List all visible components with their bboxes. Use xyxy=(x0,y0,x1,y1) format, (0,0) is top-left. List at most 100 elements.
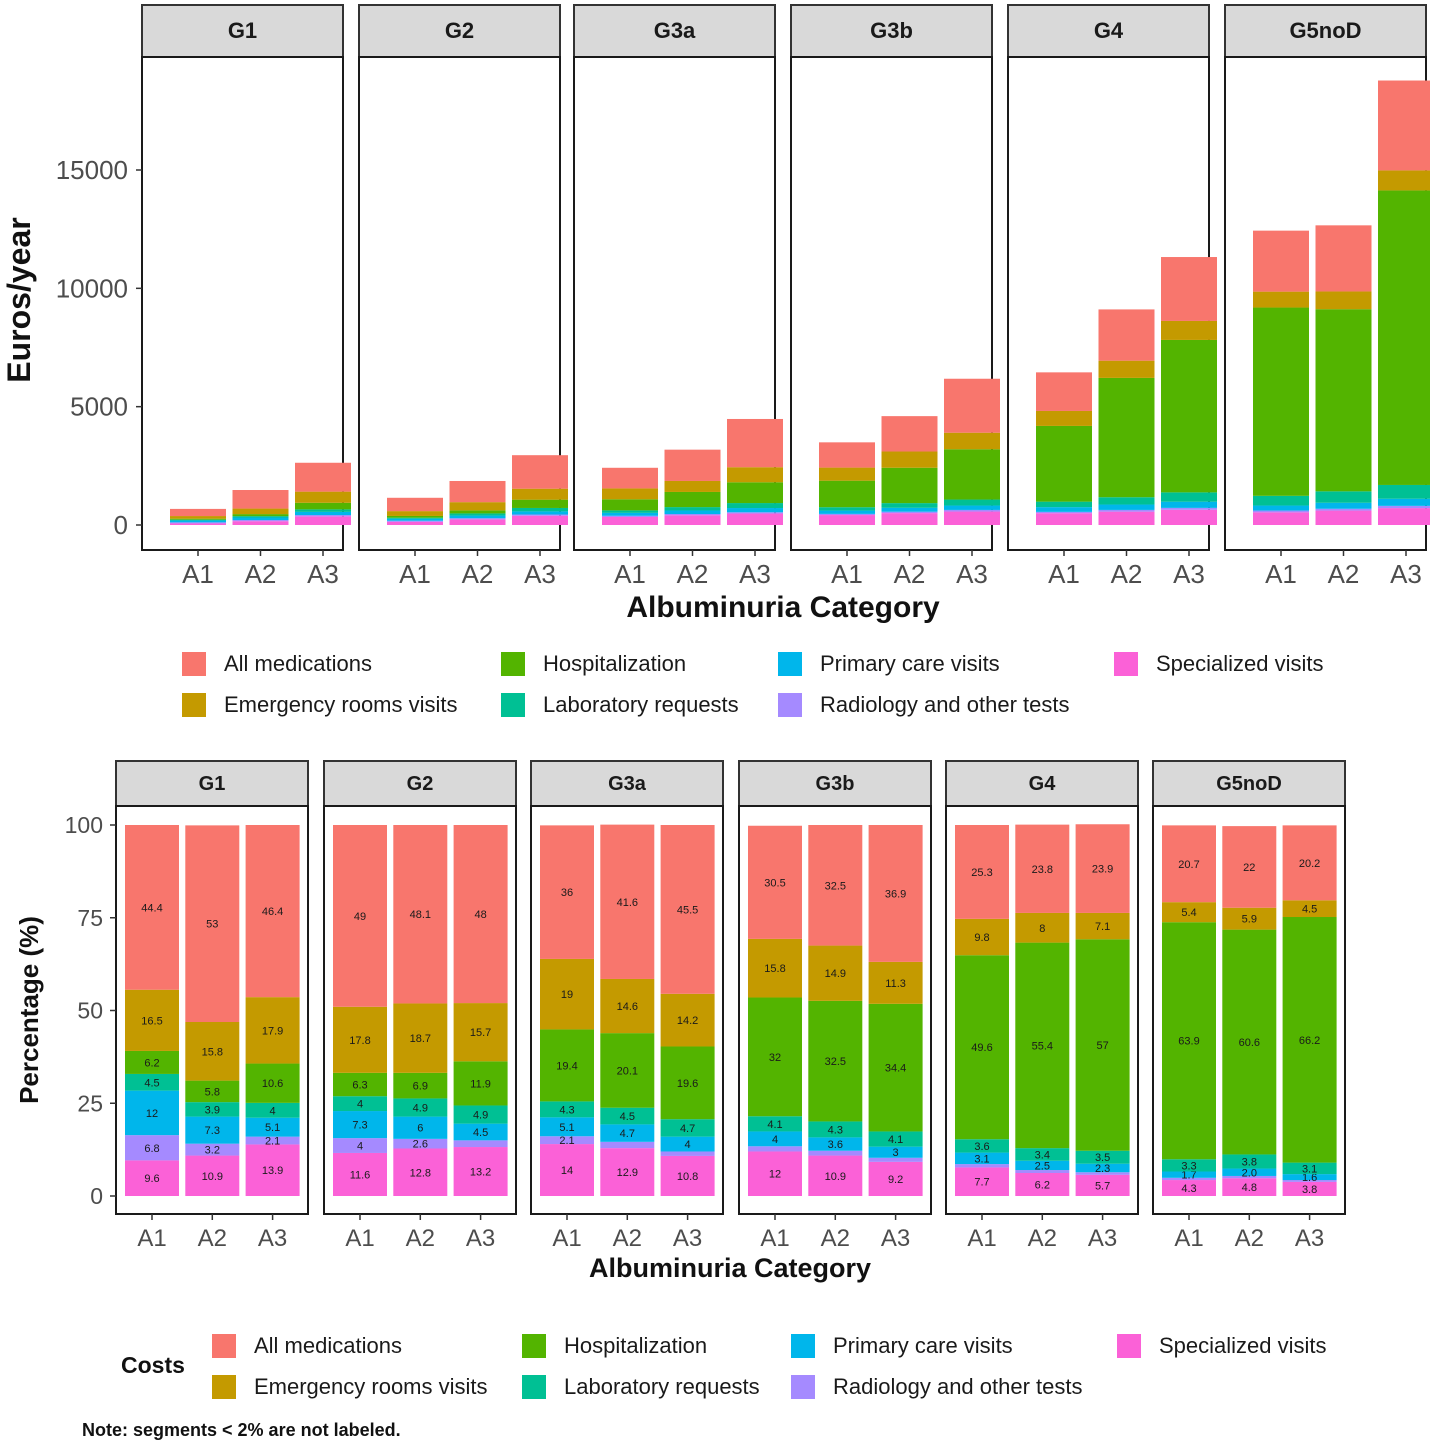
bar-top-g4-a1-laboratory-requests xyxy=(1036,501,1092,508)
bar-pct-label: 49 xyxy=(354,911,366,923)
bar-pct-g4-a2-emergency-rooms-visits xyxy=(1015,912,1070,943)
legend-top-key-specialized-visits xyxy=(1114,652,1138,676)
bar-pct-g4-a3-specialized-visits xyxy=(1075,1174,1130,1196)
bar-pct-g2-a1-all-medications xyxy=(333,825,387,1007)
bar-pct-g2-a3-primary-care-visits xyxy=(453,1123,508,1141)
bar-pct-label: 45.5 xyxy=(677,904,698,916)
bar-pct-g2-a3-specialized-visits xyxy=(453,1147,508,1196)
bar-pct-g5nod-a2-emergency-rooms-visits xyxy=(1222,907,1277,930)
facet-strip-bottom xyxy=(945,760,1139,807)
bar-pct-g3a-a3-all-medications xyxy=(660,825,715,994)
bar-top-g3b-a2-emergency-rooms-visits xyxy=(881,451,938,468)
bar-pct-g4-a2-radiology-and-other-tests xyxy=(1015,1170,1070,1173)
bar-pct-label: 3.1 xyxy=(1302,1163,1317,1175)
bar-pct-g1-a3-hospitalization xyxy=(245,1063,300,1103)
bar-top-g5nod-a1-laboratory-requests xyxy=(1253,495,1309,506)
legend-bottom-label: Emergency rooms visits xyxy=(254,1374,488,1399)
bar-pct-label: 3.6 xyxy=(828,1139,843,1151)
bar-top-g4-a1-emergency-rooms-visits xyxy=(1036,410,1092,426)
bar-pct-label: 14.6 xyxy=(617,1001,638,1013)
bar-top-g3b-a3-specialized-visits xyxy=(944,511,1000,525)
bar-pct-g3a-a3-specialized-visits xyxy=(660,1155,715,1196)
bar-top-g1-a3-all-medications xyxy=(295,462,351,492)
x-tick-label-top: A1 xyxy=(614,559,646,589)
bar-top-g4-a3-laboratory-requests xyxy=(1161,492,1217,502)
bar-top-g5nod-a3-radiology-and-other-tests xyxy=(1378,505,1430,509)
bar-pct-g1-a1-all-medications xyxy=(125,825,179,990)
x-tick-label-top: A3 xyxy=(1390,559,1422,589)
bar-top-g3b-a1-emergency-rooms-visits xyxy=(819,467,875,481)
bar-pct-label: 5.9 xyxy=(1242,914,1257,926)
bar-top-g2-a1-laboratory-requests xyxy=(387,517,443,519)
bar-pct-g2-a1-emergency-rooms-visits xyxy=(333,1006,387,1073)
bar-top-g3a-a2-emergency-rooms-visits xyxy=(664,480,721,492)
bar-pct-g3b-a2-specialized-visits xyxy=(808,1155,863,1196)
bar-pct-g3b-a1-specialized-visits xyxy=(748,1151,802,1196)
bar-pct-label: 12.9 xyxy=(617,1167,638,1179)
bar-pct-label: 10.6 xyxy=(262,1078,283,1090)
x-tick-label-top: A1 xyxy=(399,559,431,589)
bar-pct-g1-a2-all-medications xyxy=(185,825,240,1023)
bar-pct-g2-a3-all-medications xyxy=(453,825,508,1004)
bar-pct-g2-a1-radiology-and-other-tests xyxy=(333,1138,387,1153)
bar-top-g3a-a3-laboratory-requests xyxy=(727,503,783,509)
x-tick-label-top: A1 xyxy=(182,559,214,589)
bar-pct-label: 4 xyxy=(772,1134,778,1146)
bar-top-g5nod-a2-all-medications xyxy=(1315,225,1372,292)
bar-pct-g4-a1-primary-care-visits xyxy=(955,1152,1009,1165)
bar-pct-g1-a3-radiology-and-other-tests xyxy=(245,1136,300,1145)
bar-pct-label: 2.6 xyxy=(413,1139,428,1151)
bar-pct-g3a-a2-specialized-visits xyxy=(600,1148,655,1196)
bar-pct-label: 19 xyxy=(561,989,573,1001)
bar-top-g5nod-a2-laboratory-requests xyxy=(1315,491,1372,503)
legend-bottom-key-all-medications xyxy=(212,1334,236,1358)
bar-top-g2-a1-radiology-and-other-tests xyxy=(387,520,443,522)
bar-top-g2-a2-radiology-and-other-tests xyxy=(449,518,506,520)
bar-top-g3a-a2-laboratory-requests xyxy=(664,507,721,511)
x-tick-label-bottom: A2 xyxy=(613,1225,642,1252)
bar-top-g3b-a2-laboratory-requests xyxy=(881,503,938,508)
bar-pct-label: 5.1 xyxy=(265,1122,280,1134)
facet-label-bottom: G4 xyxy=(1029,773,1057,795)
bar-top-g3a-a3-radiology-and-other-tests xyxy=(727,512,783,514)
bar-top-g2-a3-emergency-rooms-visits xyxy=(512,488,568,500)
y-tick-label-bottom: 50 xyxy=(77,998,103,1024)
bar-pct-label: 17.9 xyxy=(262,1025,283,1037)
bar-top-g1-a2-primary-care-visits xyxy=(232,517,289,521)
bar-top-g1-a2-hospitalization xyxy=(232,514,289,517)
bar-pct-label: 41.6 xyxy=(617,897,638,909)
bar-pct-label: 4 xyxy=(357,1141,363,1153)
bar-pct-g1-a3-emergency-rooms-visits xyxy=(245,997,300,1064)
bar-pct-label: 2.1 xyxy=(559,1135,574,1147)
bar-top-g3b-a1-hospitalization xyxy=(819,480,875,508)
bar-pct-label: 14.9 xyxy=(825,968,846,980)
bar-top-g1-a3-laboratory-requests xyxy=(295,509,351,512)
bar-top-g5nod-a1-primary-care-visits xyxy=(1253,505,1309,511)
bar-top-g3a-a1-radiology-and-other-tests xyxy=(602,515,658,517)
bar-top-g5nod-a1-emergency-rooms-visits xyxy=(1253,291,1309,308)
facet-strip-top xyxy=(141,4,344,58)
legend-top-key-primary-care-visits xyxy=(778,652,802,676)
bar-pct-g5nod-a1-hospitalization xyxy=(1162,922,1216,1160)
legend-bottom-key-emergency-rooms-visits xyxy=(212,1375,236,1399)
bar-pct-g3a-a2-laboratory-requests xyxy=(600,1107,655,1125)
bar-pct-g3a-a2-emergency-rooms-visits xyxy=(600,978,655,1034)
bar-top-g4-a3-radiology-and-other-tests xyxy=(1161,507,1217,510)
bar-pct-g4-a1-hospitalization xyxy=(955,955,1009,1140)
bar-top-g3b-a1-laboratory-requests xyxy=(819,507,875,511)
bar-pct-label: 7.1 xyxy=(1095,921,1110,933)
bar-pct-g3b-a3-specialized-visits xyxy=(868,1161,923,1196)
bar-top-g5nod-a1-hospitalization xyxy=(1253,307,1309,496)
bar-top-g1-a1-all-medications xyxy=(170,508,226,517)
bar-top-g1-a1-laboratory-requests xyxy=(170,519,226,521)
bar-top-g2-a3-specialized-visits xyxy=(512,515,568,525)
bar-pct-label: 4.9 xyxy=(473,1110,488,1122)
x-tick-label-top: A3 xyxy=(1173,559,1205,589)
bar-top-g3b-a3-emergency-rooms-visits xyxy=(944,432,1000,450)
bar-pct-g2-a2-laboratory-requests xyxy=(393,1098,448,1117)
bar-pct-g3b-a3-laboratory-requests xyxy=(868,1131,923,1147)
legend-bottom-key-specialized-visits xyxy=(1117,1334,1141,1358)
bar-pct-label: 2.5 xyxy=(1035,1160,1050,1172)
legend-bottom-key-laboratory-requests xyxy=(522,1375,546,1399)
bar-top-g3a-a2-all-medications xyxy=(664,449,721,481)
